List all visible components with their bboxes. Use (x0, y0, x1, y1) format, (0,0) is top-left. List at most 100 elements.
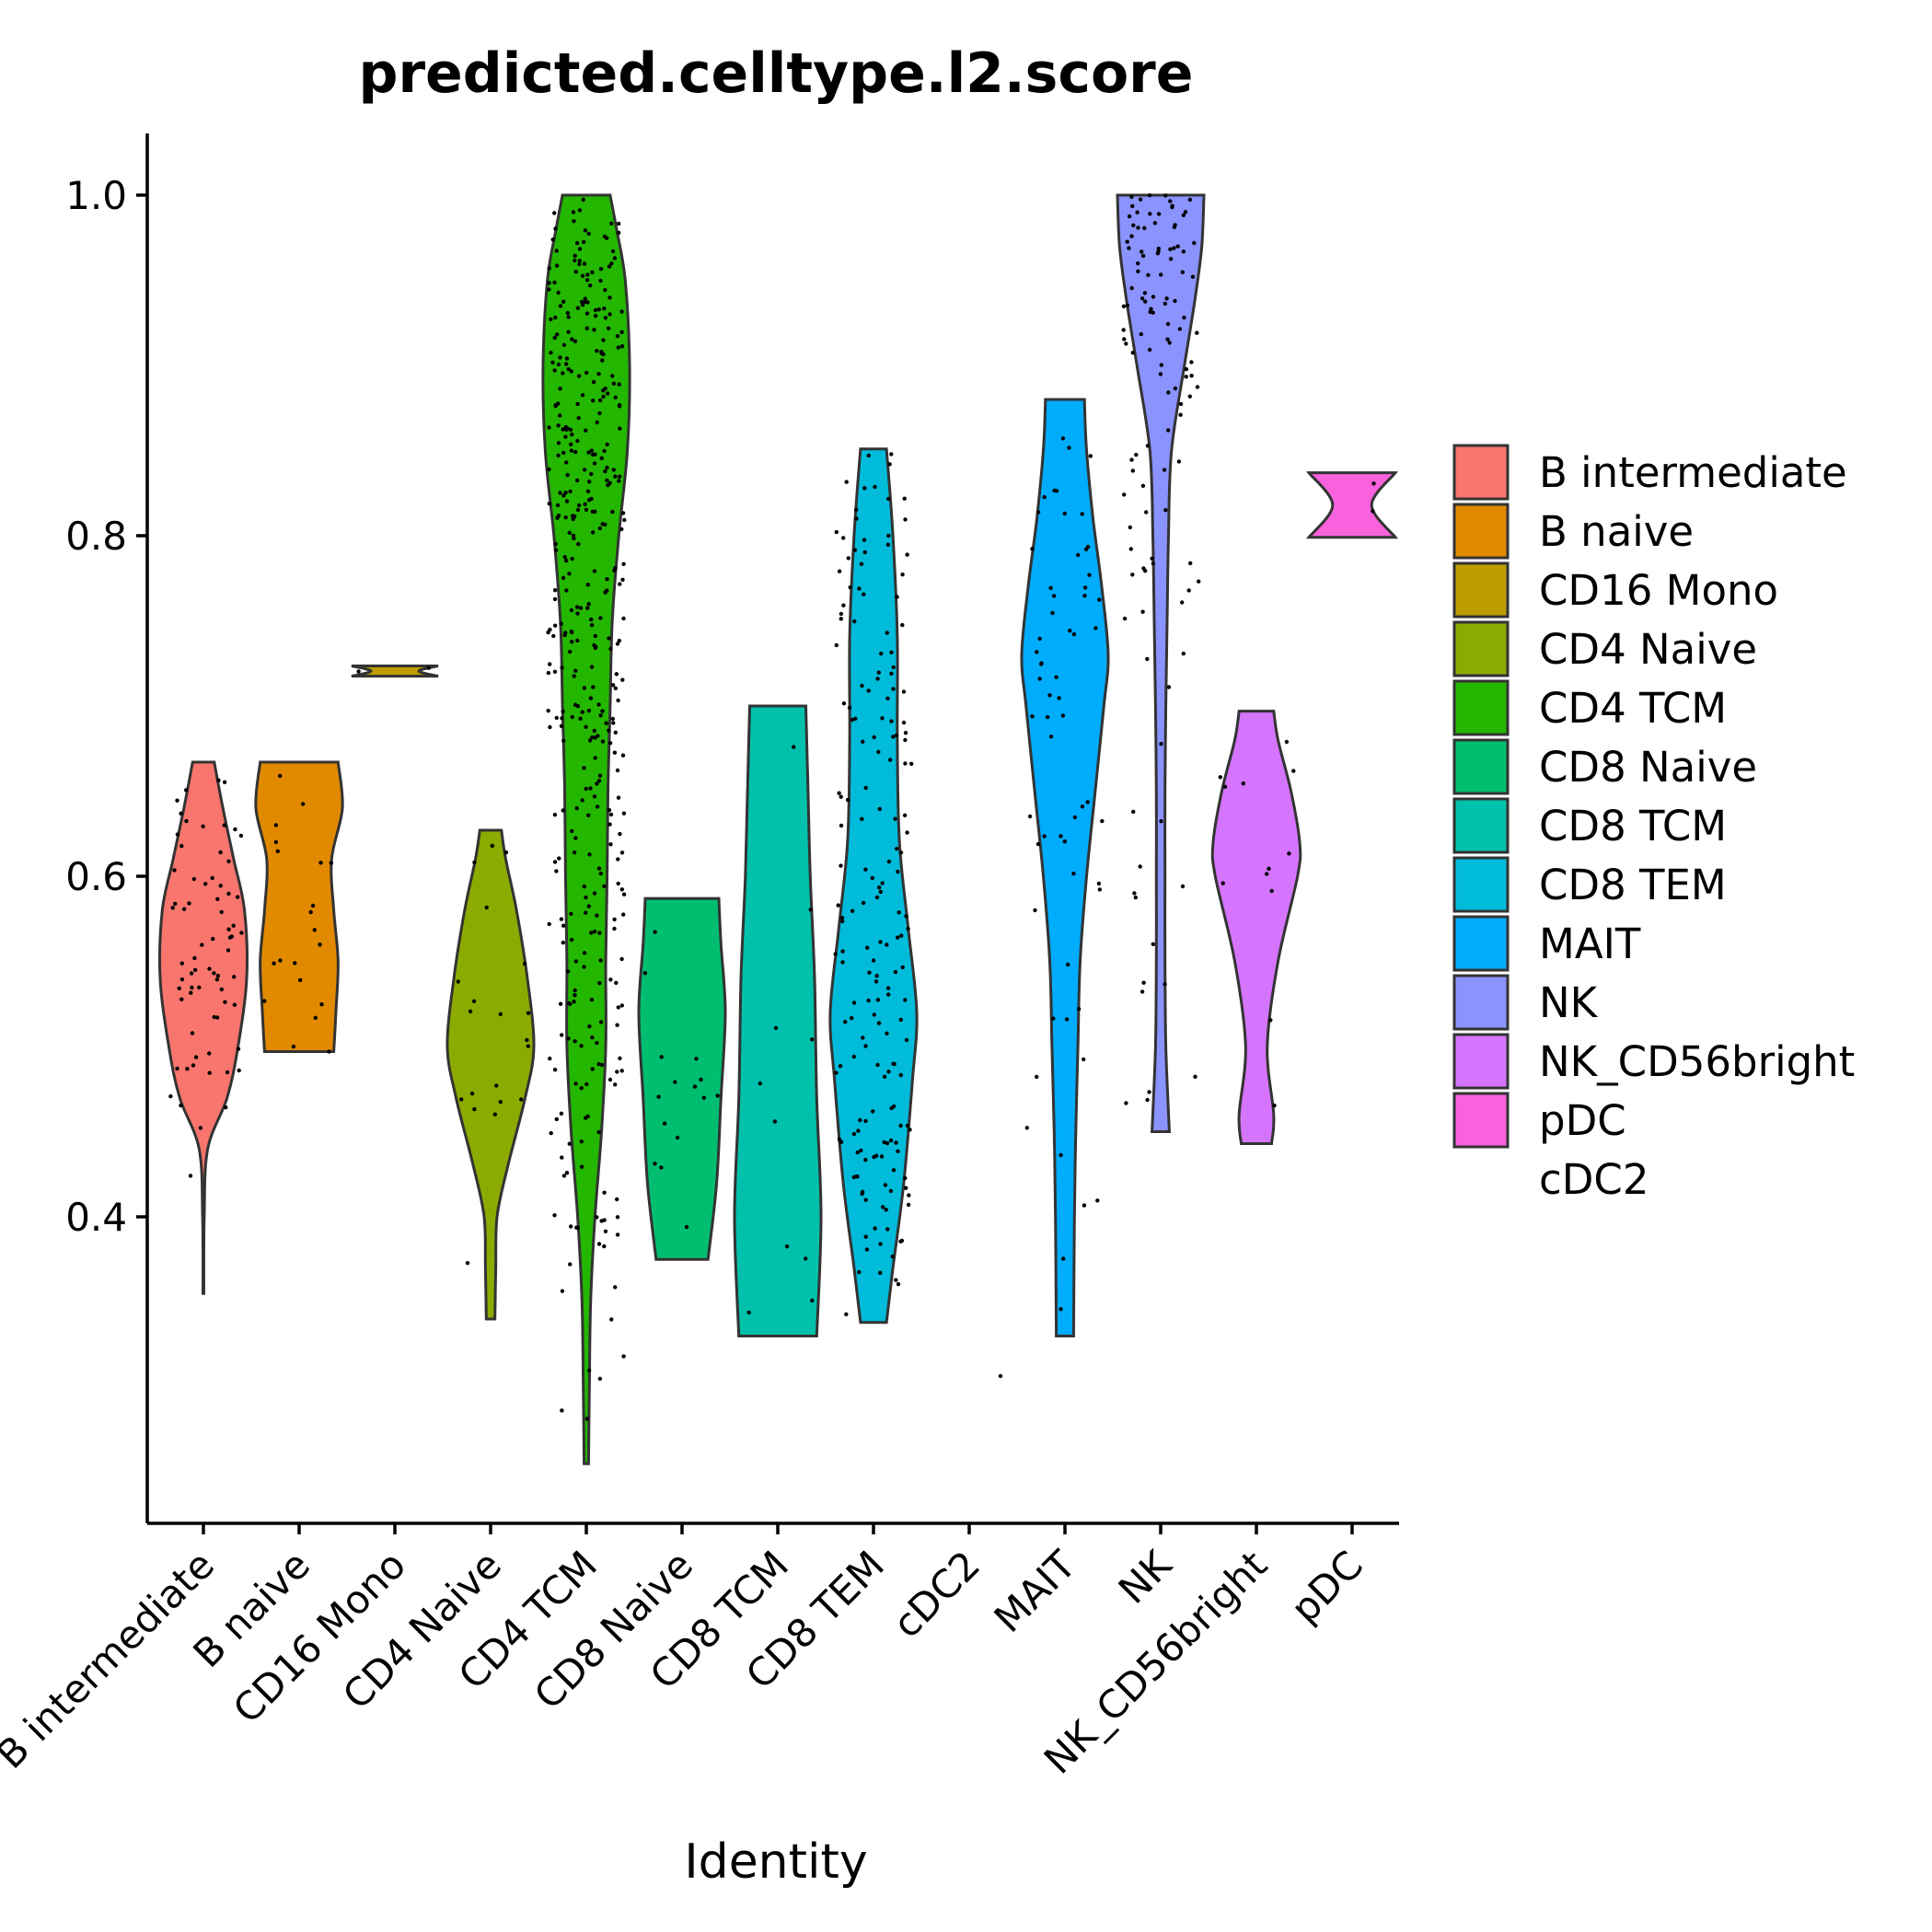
jitter-point (1082, 585, 1088, 590)
jitter-point (580, 303, 585, 307)
jitter-point (882, 1074, 887, 1080)
legend-swatch (1452, 974, 1510, 1031)
jitter-point (598, 267, 604, 272)
jitter-point (886, 1070, 891, 1074)
jitter-point (613, 1082, 618, 1087)
jitter-point (886, 496, 891, 502)
jitter-point (215, 897, 220, 901)
jitter-point (909, 761, 914, 766)
jitter-point (1096, 881, 1102, 886)
jitter-point (615, 1197, 619, 1202)
jitter-point (212, 1014, 216, 1020)
jitter-point (566, 366, 571, 372)
jitter-point (583, 296, 587, 301)
jitter-point (895, 595, 899, 599)
jitter-point (885, 943, 889, 947)
jitter-point (596, 1129, 601, 1135)
jitter-point (878, 1242, 883, 1246)
jitter-point (585, 272, 590, 277)
jitter-point (588, 283, 593, 288)
jitter-point (586, 450, 591, 455)
jitter-point (839, 823, 844, 828)
jitter-point (552, 1068, 558, 1072)
jitter-point (591, 685, 596, 689)
jitter-point (903, 731, 908, 735)
legend-swatch (1452, 561, 1510, 619)
jitter-point (584, 370, 589, 376)
jitter-point (905, 1123, 910, 1128)
jitter-point (1175, 244, 1180, 249)
jitter-point (561, 808, 565, 813)
jitter-point (597, 411, 602, 416)
jitter-point (227, 935, 233, 940)
jitter-point (607, 741, 613, 746)
y-tick-label: 0.8 (65, 514, 127, 559)
jitter-point (569, 937, 574, 943)
jitter-point (1142, 291, 1148, 295)
jitter-point (552, 335, 557, 341)
jitter-point (179, 811, 183, 816)
x-tick-label: NK (1110, 1541, 1181, 1612)
jitter-point (1181, 213, 1186, 217)
jitter-point (662, 1121, 667, 1126)
jitter-point (1129, 285, 1134, 291)
jitter-point (570, 337, 574, 341)
jitter-point (188, 1174, 193, 1178)
jitter-point (1165, 337, 1170, 341)
jitter-point (1170, 204, 1174, 210)
jitter-point (1156, 212, 1162, 216)
jitter-point (758, 1081, 762, 1086)
jitter-point (843, 1020, 848, 1024)
jitter-point (891, 1061, 896, 1067)
jitter-point (525, 1037, 529, 1043)
jitter-point (1064, 1017, 1070, 1022)
jitter-point (1121, 328, 1126, 332)
jitter-point (1136, 261, 1140, 266)
jitter-point (888, 1188, 894, 1194)
jitter-point (586, 709, 592, 713)
jitter-point (588, 786, 593, 791)
jitter-point (866, 453, 871, 458)
jitter-point (312, 928, 317, 932)
jitter-point (612, 750, 618, 755)
jitter-point (597, 931, 602, 935)
jitter-point (275, 849, 280, 853)
jitter-point (575, 306, 581, 310)
jitter-point (859, 1148, 863, 1153)
jitter-point (214, 1015, 220, 1020)
violin-cd4-tcm (541, 193, 631, 1465)
jitter-point (886, 859, 892, 864)
legend-swatch (1452, 1092, 1510, 1149)
jitter-point (860, 683, 864, 688)
jitter-point (553, 315, 558, 320)
jitter-point (278, 958, 283, 963)
jitter-point (1138, 864, 1142, 869)
jitter-point (891, 735, 896, 739)
jitter-point (577, 503, 582, 508)
jitter-point (872, 1012, 876, 1017)
jitter-point (852, 619, 857, 624)
jitter-point (1147, 1090, 1151, 1094)
jitter-point (581, 197, 585, 202)
jitter-point (1135, 210, 1140, 214)
jitter-point (184, 818, 189, 824)
jitter-point (1183, 210, 1188, 214)
jitter-point (223, 1000, 227, 1004)
jitter-point (572, 850, 577, 855)
jitter-point (880, 716, 885, 721)
jitter-point (850, 717, 855, 723)
jitter-point (784, 1244, 790, 1249)
jitter-point (472, 860, 477, 865)
jitter-points-layer (168, 193, 1376, 1421)
jitter-point (605, 236, 609, 240)
jitter-point (226, 891, 231, 897)
jitter-point (572, 674, 576, 678)
jitter-point (612, 917, 617, 922)
jitter-point (568, 649, 573, 654)
jitter-point (1166, 685, 1172, 689)
jitter-point (619, 344, 625, 349)
jitter-point (804, 1256, 808, 1261)
jitter-point (608, 646, 613, 652)
jitter-point (616, 881, 620, 886)
jitter-point (616, 1005, 620, 1010)
